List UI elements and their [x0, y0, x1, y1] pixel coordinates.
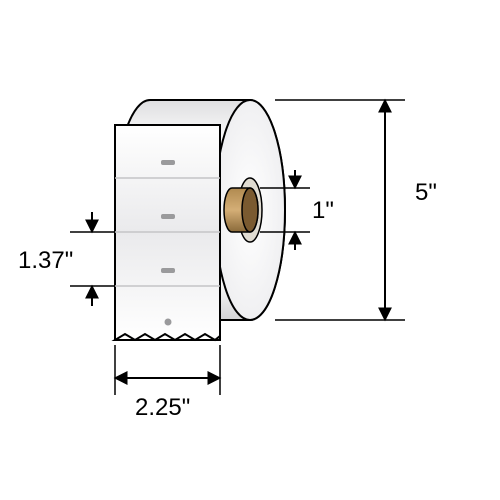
dimension-label-height: 1.37" — [18, 212, 115, 306]
label-width-label: 2.25" — [135, 394, 190, 421]
label-height-label: 1.37" — [18, 247, 73, 274]
dimension-label-width: 2.25" — [115, 345, 220, 421]
core-hole — [242, 188, 258, 232]
roll-diameter-label: 5" — [415, 179, 437, 206]
label-strip — [115, 125, 220, 340]
core-diameter-label: 1" — [312, 197, 334, 224]
label-roll — [115, 100, 285, 340]
dimension-diagram: 5" 1" 1.37" 2.25" — [0, 0, 500, 500]
dimension-roll-diameter: 5" — [275, 100, 437, 320]
